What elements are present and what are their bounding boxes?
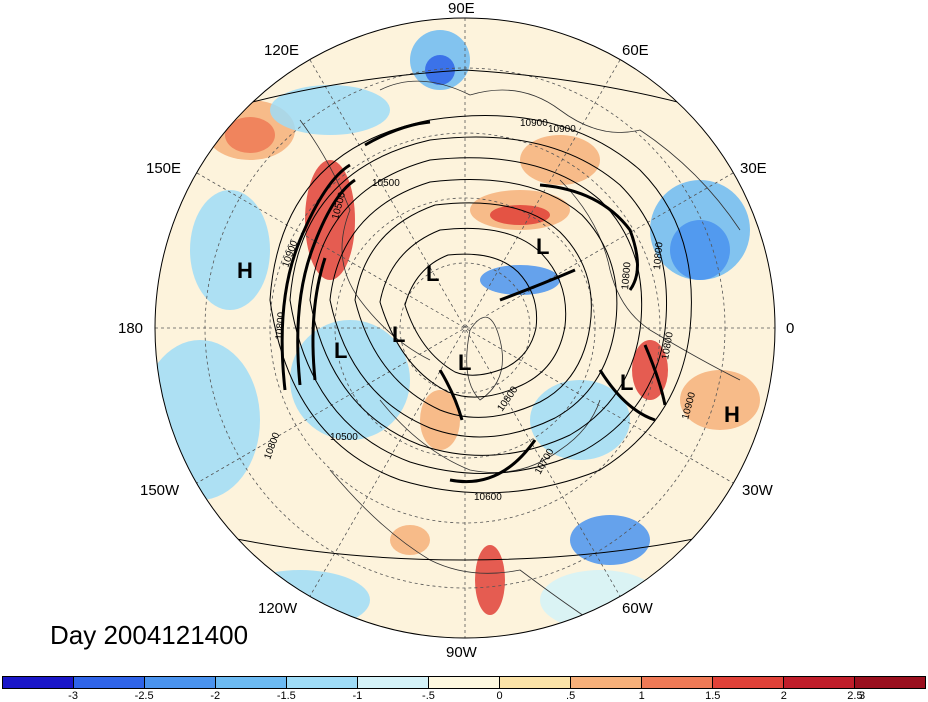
anomaly-patch — [475, 545, 505, 615]
colorbar-swatch — [216, 677, 287, 688]
colorbar-tick-label: 1.5 — [705, 690, 721, 702]
colorbar-tick-label: -2 — [210, 690, 221, 702]
lon-label-90w: 90W — [446, 644, 477, 661]
contour-label: 10800 — [660, 331, 676, 361]
colorbar-tick-label: 0 — [496, 690, 503, 702]
lon-label-30w: 30W — [742, 482, 773, 499]
wind-contours — [280, 120, 667, 484]
day-title: Day 2004121400 — [50, 620, 249, 650]
colorbar-tick-label: -.5 — [422, 690, 435, 702]
colorbar-swatch — [855, 677, 925, 688]
colorbar-tick-label: 2 — [780, 690, 787, 702]
lon-label-0: 0 — [786, 320, 795, 337]
low-pressure-label: L — [392, 322, 405, 347]
anomaly-patch — [290, 320, 410, 440]
colorbar-tick-label: -1 — [352, 690, 363, 702]
anomaly-patch — [155, 340, 260, 500]
anomaly-patch — [230, 570, 370, 630]
contour-label: 10900 — [520, 118, 548, 129]
colorbar-tick-label: 3 — [858, 690, 866, 702]
colorbar-tick-label: -1.5 — [276, 690, 296, 702]
height-contours — [155, 69, 775, 561]
contour-label: 10800 — [652, 241, 665, 270]
colorbar-swatch — [642, 677, 713, 688]
colorbar-tick-label: 1 — [638, 690, 645, 702]
anomaly-field — [155, 30, 760, 630]
anomaly-patch — [530, 380, 630, 460]
anomaly-patch — [480, 265, 560, 295]
colorbar-swatch — [145, 677, 216, 688]
contour-label: 10600 — [474, 492, 502, 503]
colorbar-swatch — [429, 677, 500, 688]
lon-label-60e: 60E — [622, 42, 649, 59]
anomaly-patch — [390, 525, 430, 555]
low-pressure-label: L — [426, 261, 439, 286]
colorbar-swatch — [713, 677, 784, 688]
anomaly-patch — [570, 515, 650, 565]
colorbar-swatch — [358, 677, 429, 688]
contour-label: 10800 — [620, 261, 633, 290]
anomaly-patch — [490, 205, 550, 225]
contour-label: 10900 — [548, 124, 576, 135]
colorbar-swatch — [74, 677, 145, 688]
lon-label-90e: 90E — [448, 0, 475, 17]
anomaly-patch — [680, 370, 760, 430]
graticule — [155, 18, 775, 638]
colorbar-tick-label: -3 — [68, 690, 78, 702]
anomaly-patch — [225, 117, 275, 153]
colorbar-tick-label: 2.5 — [847, 690, 863, 702]
low-pressure-label: L — [536, 234, 549, 259]
low-pressure-label: L — [458, 350, 471, 375]
lon-label-120w: 120W — [258, 600, 298, 617]
anomaly-patch — [190, 190, 270, 310]
contour-label: 10500 — [330, 432, 358, 443]
colorbar-swatch — [571, 677, 642, 688]
low-pressure-label: L — [334, 338, 347, 363]
high-pressure-label: H — [724, 402, 740, 427]
colorbar-swatch — [784, 677, 855, 688]
map-border — [154, 17, 776, 639]
contour-label: 10500 — [372, 178, 400, 189]
map-disk — [155, 18, 775, 638]
contour-label: 10800 — [274, 311, 287, 340]
colorbar-swatch — [287, 677, 358, 688]
pressure-system-labels: H H L L L L L L — [237, 234, 740, 427]
lon-label-120e: 120E — [264, 42, 300, 59]
lon-label-60w: 60W — [622, 600, 653, 617]
anomaly-patch — [425, 55, 455, 85]
map-background — [155, 18, 775, 638]
lon-label-150w: 150W — [140, 482, 180, 499]
anomaly-patch — [670, 220, 730, 280]
colorbar-swatch — [500, 677, 571, 688]
colorbar-swatch — [3, 677, 74, 688]
lon-label-150e: 150E — [146, 160, 182, 177]
lon-label-180: 180 — [118, 320, 144, 337]
colorbar-tick-label: .5 — [566, 690, 576, 702]
anomaly-patch — [270, 85, 390, 135]
anomaly-patch — [520, 135, 600, 185]
colorbar-tick-label: -2.5 — [134, 690, 154, 702]
high-pressure-label: H — [237, 258, 253, 283]
lon-label-30e: 30E — [740, 160, 767, 177]
low-pressure-label: L — [620, 370, 633, 395]
colorbar — [2, 676, 926, 689]
